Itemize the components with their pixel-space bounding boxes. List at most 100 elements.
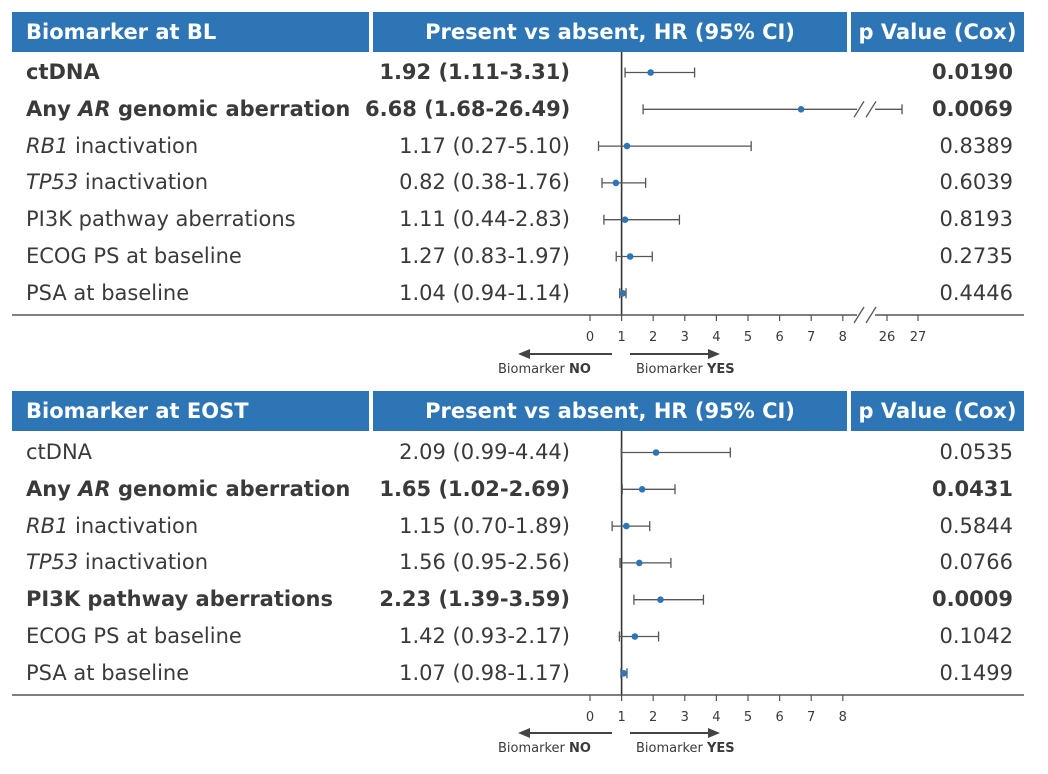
x-tick-label: 1 <box>617 330 625 345</box>
label-part: inactivation <box>78 550 209 575</box>
label-part: ctDNA <box>26 60 100 84</box>
biomarker-label: ECOG PS at baseline <box>26 618 242 654</box>
p-value: 0.8193 <box>939 207 1013 232</box>
x-tick-label: 3 <box>681 330 689 345</box>
hr-ci-value: 1.65 (1.02-2.69) <box>379 476 570 501</box>
hr-ci-value: 2.23 (1.39-3.59) <box>379 587 570 612</box>
hr-ci-value: 0.82 (0.38-1.76) <box>399 170 570 195</box>
x-tick-label: 2 <box>649 330 657 345</box>
biomarker-label: Any AR genomic aberration <box>26 471 350 507</box>
arrow-right-head <box>708 728 720 738</box>
p-value: 0.1499 <box>939 660 1013 685</box>
header-hr: Present vs absent, HR (95% CI) <box>373 391 847 431</box>
x-tick-label: 8 <box>839 330 847 345</box>
table-row: ECOG PS at baseline 1.42 (0.93-2.17) 0.104… <box>0 618 1048 654</box>
direction-label-no: Biomarker NO <box>498 741 591 756</box>
hr-ci-value: 2.09 (0.99-4.44) <box>399 440 570 464</box>
direction-emphasis: NO <box>569 741 591 756</box>
axis-break-mark <box>865 306 877 324</box>
table-row: TP53 inactivation 0.82 (0.38-1.76) 0.6039 <box>0 164 1048 200</box>
table-row: Any AR genomic aberration 1.65 (1.02-2.69… <box>0 471 1048 507</box>
header-biomarker: Biomarker at BL <box>12 12 369 52</box>
p-value: 0.1042 <box>939 624 1013 648</box>
direction-prefix: Biomarker <box>498 362 569 377</box>
direction-label-no: Biomarker NO <box>498 362 591 377</box>
x-tick-label: 4 <box>712 330 720 345</box>
biomarker-label: ECOG PS at baseline <box>26 238 242 274</box>
hr-point <box>620 670 628 677</box>
label-part: inactivation <box>68 133 199 158</box>
x-tick-label: 0 <box>586 330 594 345</box>
label-part: RB1 <box>26 133 69 158</box>
hr-ci-value: 1.27 (0.83-1.97) <box>399 244 570 268</box>
label-part: inactivation <box>78 170 209 195</box>
label-part: PSA at baseline <box>26 280 190 305</box>
direction-label-yes: Biomarker YES <box>636 741 735 756</box>
hr-ci-value: 1.15 (0.70-1.89) <box>399 513 570 538</box>
header-p-value: p Value (Cox) <box>851 12 1024 52</box>
biomarker-label: RB1 inactivation <box>26 508 198 544</box>
x-tick-label: 5 <box>744 710 752 725</box>
biomarker-label: ctDNA <box>26 434 92 470</box>
biomarker-label: ctDNA <box>26 54 100 90</box>
p-value: 0.6039 <box>939 170 1013 195</box>
table-row: Any AR genomic aberration 6.68 (1.68-26.4… <box>0 91 1048 127</box>
x-tick-label: 7 <box>807 330 815 345</box>
label-part: genomic aberration <box>110 96 351 121</box>
table-row: ECOG PS at baseline 1.27 (0.83-1.97) 0.273… <box>0 238 1048 274</box>
hr-ci-value: 1.42 (0.93-2.17) <box>399 624 570 648</box>
label-part: ECOG PS at baseline <box>26 244 242 268</box>
x-tick-label: 6 <box>775 330 783 345</box>
hr-point <box>797 106 805 113</box>
biomarker-label: RB1 inactivation <box>26 128 198 164</box>
label-part: AR <box>78 96 111 121</box>
hr-point <box>631 633 639 640</box>
label-part: TP53 <box>26 170 79 195</box>
p-value: 0.8389 <box>939 133 1013 158</box>
label-part: PI3K pathway aberrations <box>26 207 296 232</box>
x-tick-label: 8 <box>839 710 847 725</box>
p-value: 0.0766 <box>939 550 1013 575</box>
x-tick-label: 26 <box>879 330 896 345</box>
table-row: ctDNA 2.09 (0.99-4.44) 0.0535 <box>0 434 1048 470</box>
hr-point <box>612 179 620 187</box>
arrow-left-head <box>518 728 530 738</box>
biomarker-label: PSA at baseline <box>26 275 189 311</box>
label-part: AR <box>78 476 111 501</box>
hr-point <box>621 216 629 223</box>
hr-point <box>652 449 660 456</box>
header-hr: Present vs absent, HR (95% CI) <box>373 12 847 52</box>
hr-point <box>623 522 630 530</box>
ci-break-mark <box>853 100 865 118</box>
p-value: 0.0431 <box>931 476 1013 501</box>
direction-label-yes: Biomarker YES <box>636 362 735 377</box>
label-part: inactivation <box>68 513 199 538</box>
label-part: PI3K pathway aberrations <box>26 587 333 612</box>
label-part: genomic aberration <box>110 476 351 501</box>
biomarker-label: TP53 inactivation <box>26 544 208 580</box>
header-biomarker: Biomarker at EOST <box>12 391 369 431</box>
table-row: PSA at baseline 1.07 (0.98-1.17) 0.1499 <box>0 655 1048 691</box>
hr-point <box>626 253 634 260</box>
label-part: ECOG PS at baseline <box>26 624 242 648</box>
hr-point <box>647 69 654 76</box>
biomarker-label: PI3K pathway aberrations <box>26 581 333 617</box>
hr-ci-value: 1.04 (0.94-1.14) <box>399 280 570 305</box>
table-row: RB1 inactivation 1.15 (0.70-1.89) 0.5844 <box>0 508 1048 544</box>
table-row: PI3K pathway aberrations 1.11 (0.44-2.83)… <box>0 201 1048 237</box>
table-row: PI3K pathway aberrations 2.23 (1.39-3.59)… <box>0 581 1048 617</box>
p-value: 0.2735 <box>939 244 1013 268</box>
p-value: 0.0535 <box>939 440 1013 464</box>
hr-ci-value: 6.68 (1.68-26.49) <box>365 96 571 121</box>
x-tick-label: 27 <box>910 330 927 345</box>
hr-ci-value: 1.11 (0.44-2.83) <box>399 207 570 232</box>
biomarker-label: Any AR genomic aberration <box>26 91 350 127</box>
p-value: 0.5844 <box>939 513 1013 538</box>
label-part: Any <box>26 96 79 121</box>
biomarker-label: TP53 inactivation <box>26 164 208 200</box>
x-tick-label: 5 <box>744 330 752 345</box>
hr-point <box>657 596 664 603</box>
